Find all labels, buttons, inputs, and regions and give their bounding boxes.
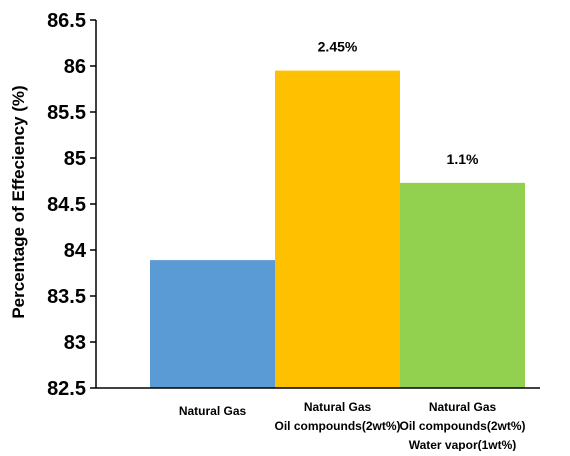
bar-1 (150, 260, 275, 388)
bars-layer (150, 70, 525, 388)
bar-3 (400, 182, 525, 388)
y-tick-label-9: 86.5 (47, 10, 86, 32)
bar-2 (275, 70, 400, 388)
data-label-2: 2.45% (318, 39, 358, 55)
y-axis-title-group: Percentage of Effeciency (%) (9, 85, 28, 318)
category-label-3-line-2: Oil compounds(2wt%) (400, 419, 526, 433)
labels-layer: Natural Gas 2.45% Natural Gas Oil compounds… (179, 39, 526, 452)
y-tick-label-2: 83 (64, 332, 86, 354)
y-tick-label-7: 85.5 (47, 102, 86, 124)
y-tick-label-6: 85 (64, 148, 86, 170)
category-label-2-line-2: Oil compounds(2wt%) (275, 419, 401, 433)
category-label-1-line-1: Natural Gas (179, 404, 247, 418)
y-axis-title: Percentage of Effeciency (%) (9, 85, 28, 318)
data-label-3: 1.1% (447, 151, 479, 167)
category-label-3-line-3: Water vapor(1wt%) (409, 438, 517, 451)
y-tick-label-4: 84 (64, 240, 87, 262)
y-tick-label-3: 83.5 (47, 286, 86, 308)
y-tick-label-1: 82.5 (47, 378, 86, 400)
category-label-2-line-1: Natural Gas (304, 400, 372, 414)
y-tick-label-5: 84.5 (47, 194, 86, 216)
axes-layer: 82.5 83 83.5 84 84.5 85 85.5 86 86.5 (47, 10, 540, 400)
y-tick-label-8: 86 (64, 56, 86, 78)
category-label-3-line-1: Natural Gas (429, 400, 497, 414)
